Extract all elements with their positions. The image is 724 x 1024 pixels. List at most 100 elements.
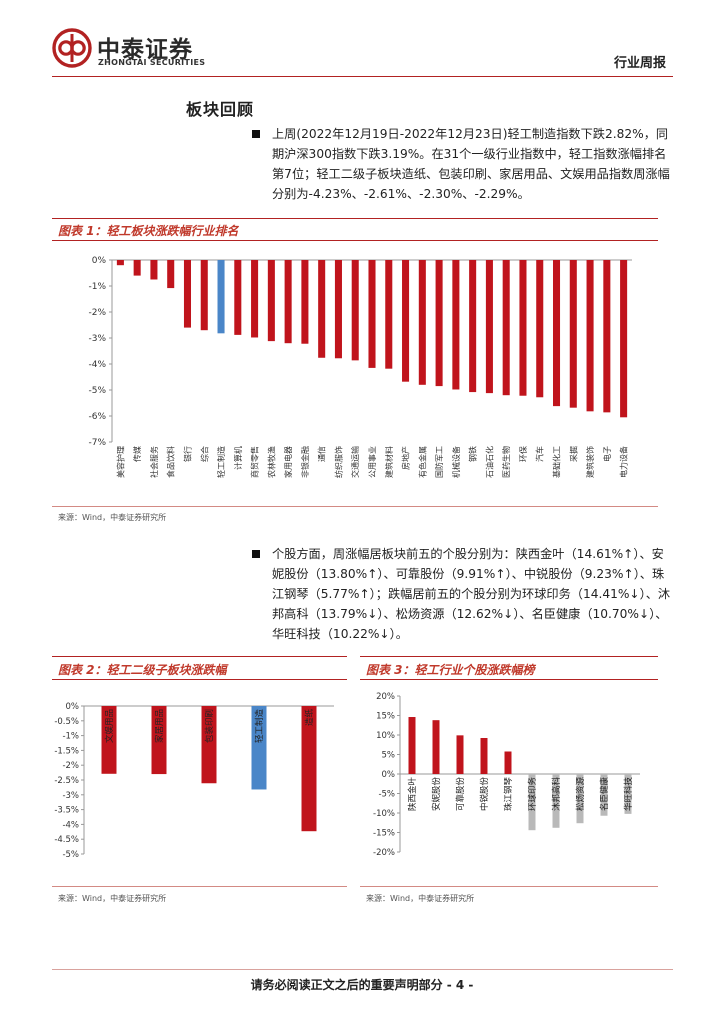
y-tick-label: -10% [373,809,395,819]
y-tick-label: 15% [376,712,395,722]
x-tick-label: 食品饮料 [166,446,176,478]
bar [284,260,292,344]
x-tick-label: 钢铁 [468,446,478,462]
figure2-chart: 0% -0.5% -1% -1.5% -2% -2.5% -3% -3.5% -4% -4.5% -… [54,702,334,860]
figure1-title-rule [52,240,658,241]
x-tick-label: 造纸 [304,709,315,727]
bar [151,706,167,775]
y-tick-label: -1% [88,282,106,292]
bar [452,260,460,390]
bar [586,260,594,412]
bar [519,260,527,396]
bar [301,706,317,832]
y-tick-label: -1% [62,732,79,742]
bar [318,260,326,358]
bar [552,774,560,828]
figure2-source: 来源：Wind，中泰证券研究所 [58,894,167,903]
bar [402,260,410,382]
figure3-source: 来源：Wind，中泰证券研究所 [366,894,475,903]
x-tick-label: 银行 [182,446,192,462]
figure1-source: 来源：Wind，中泰证券研究所 [58,513,167,522]
bar [502,260,510,396]
y-tick-label: 5% [382,751,396,761]
y-tick-label: -15% [373,829,395,839]
bar [267,260,275,342]
y-tick-label: -2% [62,761,79,771]
y-tick-label: -4% [88,360,106,370]
bar [408,717,416,774]
x-tick-label: 国防军工 [434,446,444,478]
bar [552,260,561,407]
x-tick-label: 机械设备 [451,446,461,478]
bar [418,260,426,385]
bar [251,260,259,338]
x-tick-label: 松炀资源 [575,777,586,812]
figure3-title-rule [360,679,658,680]
bar [101,706,117,774]
x-tick-label: 传媒 [132,446,142,462]
x-tick-label: 商贸零售 [250,446,260,478]
bullet-icon [252,130,260,138]
y-tick-label: 0% [92,256,107,266]
bar [217,260,225,334]
figure1-title: 图表 1：轻工板块涨跌幅行业排名 [58,224,239,238]
y-tick-label: -0.5% [54,717,79,727]
bar [569,260,577,408]
bar [536,260,544,398]
bar [480,738,488,774]
x-tick-label: 包装印刷 [204,709,215,743]
x-tick-label: 华旺科技 [623,777,634,812]
bar [528,774,536,831]
y-tick-label: -5% [88,386,106,396]
x-tick-label: 计算机 [233,446,243,470]
x-tick-label: 中锐股份 [479,777,490,812]
y-tick-label: -2% [88,308,106,318]
x-tick-label: 环球印务 [527,777,538,812]
bar [469,260,477,393]
bar [301,260,309,344]
x-tick-label: 环保 [518,446,528,462]
bar [368,260,376,368]
x-tick-label: 家用电器 [283,446,293,478]
figure3-title: 图表 3：轻工行业个股涨跌幅榜 [366,663,535,677]
x-tick-label: 交通运输 [350,446,360,478]
figure2-bottom-rule [52,886,347,887]
summary-paragraph: 上周(2022年12月19日-2022年12月23日)轻工制造指数下跌2.82%… [272,127,670,201]
y-tick-label: 10% [376,731,395,741]
y-tick-label: -2.5% [54,776,79,786]
bar [456,735,464,774]
x-tick-label: 名臣健康 [599,777,610,812]
x-tick-label: 综合 [199,446,209,462]
bar [116,260,124,266]
x-tick-label: 珠江钢琴 [503,777,514,812]
bar [504,751,512,774]
bar [183,260,192,328]
company-logo-icon [52,28,92,68]
x-tick-label: 公用事业 [367,446,377,478]
x-tick-label: 纺织服饰 [333,446,343,478]
y-tick-label: -5% [378,790,395,800]
y-tick-label: -6% [88,412,106,422]
figure2-top-rule [52,656,347,657]
x-tick-label: 石油石化 [484,446,494,478]
footer-divider [52,969,673,970]
bar [435,260,443,387]
x-tick-label: 可靠股份 [455,777,466,812]
bullet-icon [252,550,260,558]
x-tick-label: 非银金融 [300,446,310,478]
y-tick-label: -3% [88,334,106,344]
page-footer: 请务必阅读正文之后的重要声明部分 - 4 - [250,978,474,992]
y-tick-label: 0% [382,770,396,780]
figure1-bottom-rule [52,506,658,507]
x-tick-label: 建筑装饰 [585,446,595,478]
y-tick-label: -4% [62,820,79,830]
x-tick-label: 电力设备 [619,446,629,478]
figure2-title-rule [52,679,347,680]
x-tick-label: 轻工制造 [254,709,265,744]
section-title: 板块回顾 [186,100,255,119]
y-tick-label: -20% [373,848,395,858]
figure2-title: 图表 2：轻工二级子板块涨跌幅 [58,663,227,677]
x-tick-label: 轻工制造 [216,446,226,478]
y-tick-label: -7% [88,438,106,448]
x-tick-label: 汽车 [535,446,545,462]
